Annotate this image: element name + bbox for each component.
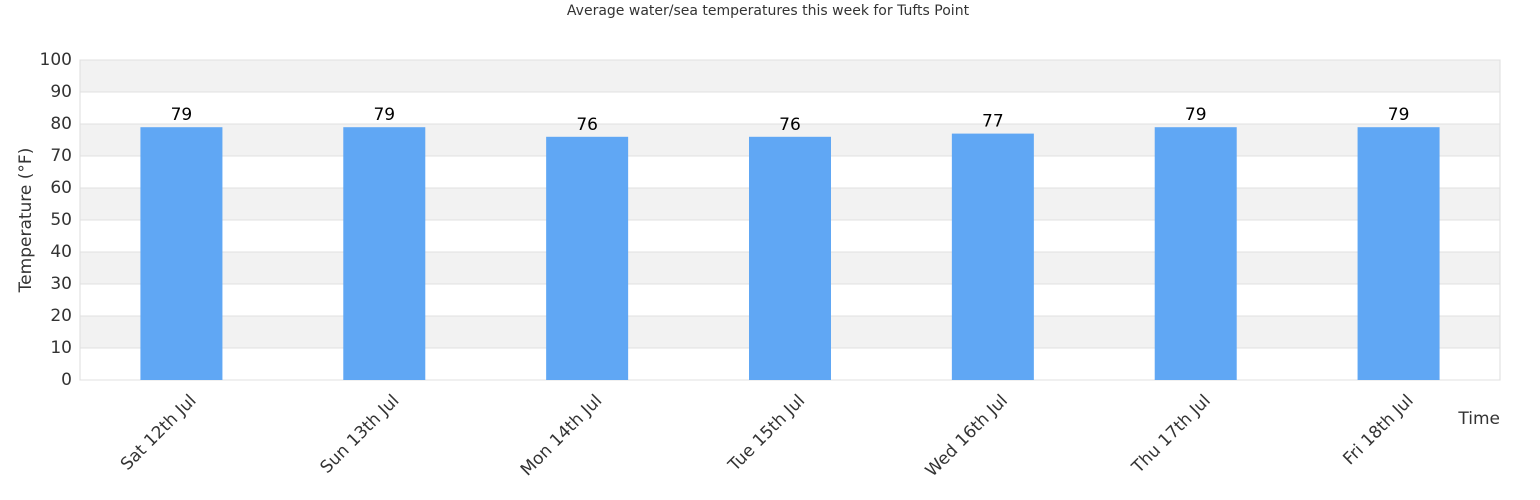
y-tick-label: 20: [50, 306, 72, 326]
y-tick-label: 40: [50, 242, 72, 262]
x-tick-label: Fri 18th Jul: [1339, 391, 1417, 469]
x-tick-label: Wed 16th Jul: [922, 391, 1012, 481]
y-tick-label: 50: [50, 210, 72, 230]
data-label: 79: [171, 105, 193, 125]
y-tick-label: 100: [40, 50, 72, 70]
x-tick-label: Tue 15th Jul: [724, 391, 809, 476]
y-tick-label: 10: [50, 338, 72, 358]
data-label: 79: [1388, 105, 1410, 125]
y-tick-label: 90: [50, 82, 72, 102]
data-label: 76: [779, 115, 801, 135]
y-tick-label: 70: [50, 146, 72, 166]
x-tick-label: Sun 13th Jul: [317, 391, 404, 478]
bar: [951, 133, 1034, 380]
data-label: 79: [373, 105, 395, 125]
x-axis-label: Time: [1457, 409, 1500, 429]
chart-title: Average water/sea temperatures this week…: [567, 3, 970, 19]
bar: [140, 127, 223, 380]
bar: [749, 136, 831, 380]
y-tick-label: 60: [50, 178, 72, 198]
x-tick-label: Mon 14th Jul: [517, 391, 606, 480]
bar: [1357, 127, 1440, 380]
data-label: 79: [1185, 105, 1207, 125]
y-tick-label: 30: [50, 274, 72, 294]
x-tick-label: Sat 12th Jul: [117, 391, 201, 475]
y-axis-label: Temperature (°F): [16, 148, 36, 294]
x-tick-label: Thu 17th Jul: [1128, 391, 1215, 478]
y-tick-label: 80: [50, 114, 72, 134]
y-tick-label: 0: [61, 370, 72, 390]
bar: [1154, 127, 1237, 380]
data-label: 76: [576, 115, 598, 135]
bar: [343, 127, 426, 380]
plot-band: [80, 60, 1500, 92]
data-label: 77: [982, 112, 1004, 132]
bar: [546, 136, 629, 380]
